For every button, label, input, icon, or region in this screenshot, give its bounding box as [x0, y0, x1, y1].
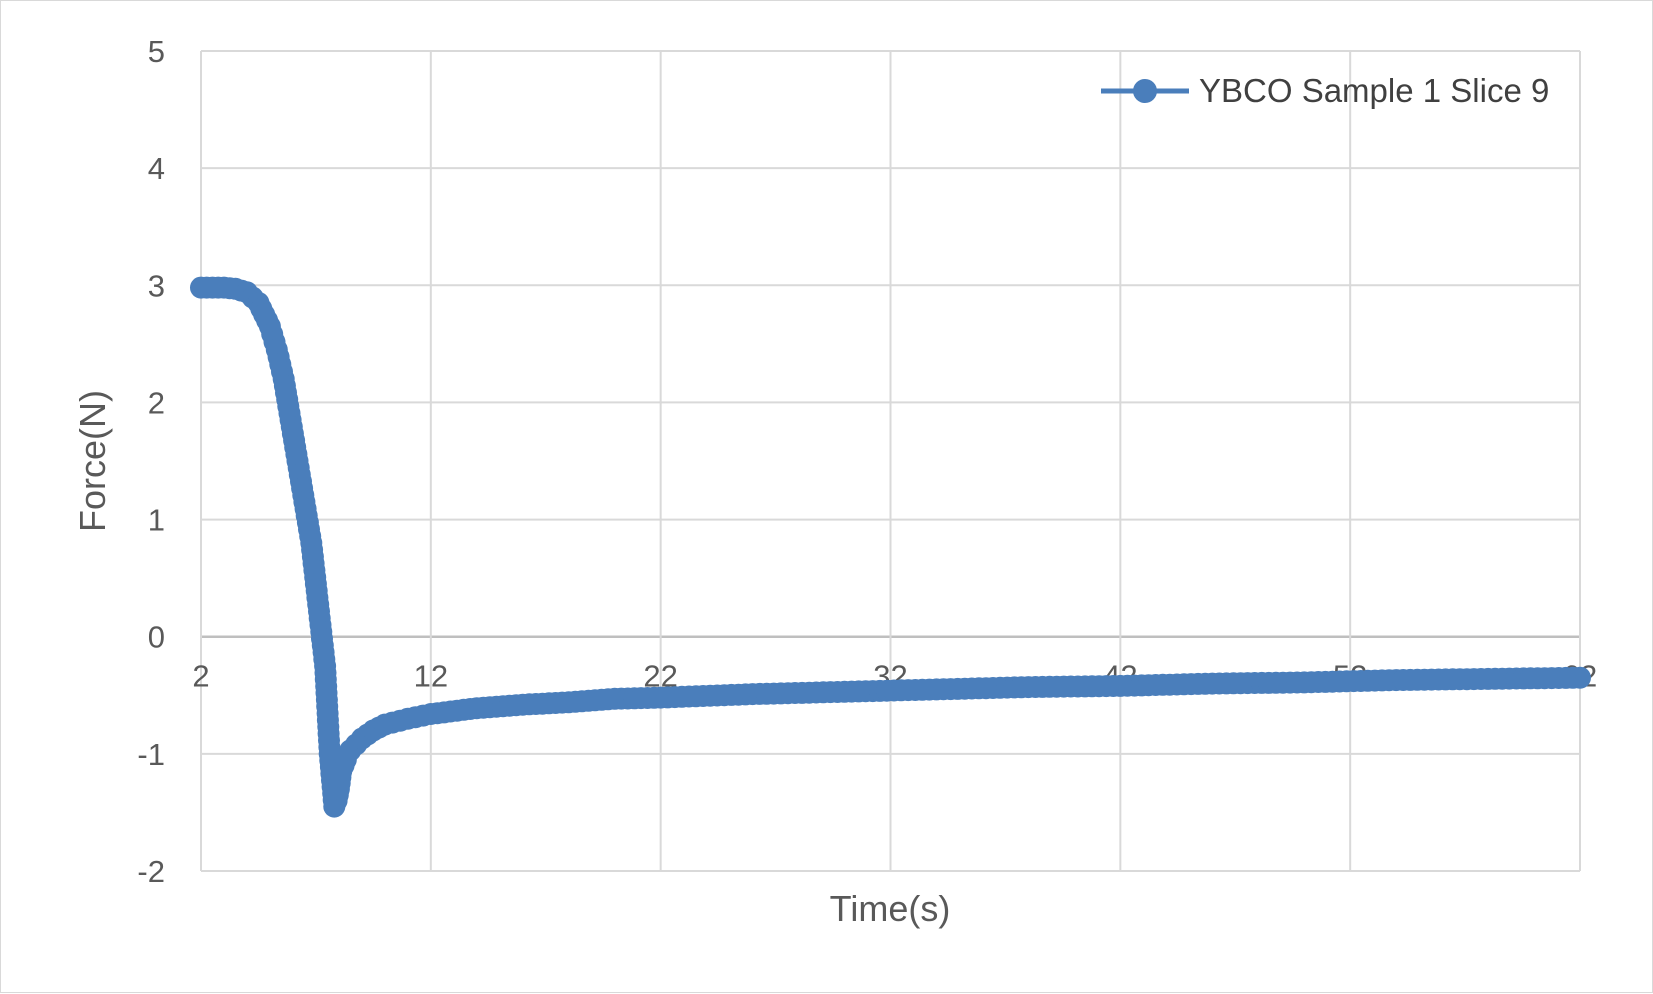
y-tick-label: 5 [148, 34, 165, 69]
y-axis-title: Force(N) [72, 390, 113, 532]
y-tick-label: -2 [137, 854, 165, 889]
y-tick-label: 1 [148, 503, 165, 538]
data-point-marker [1569, 666, 1591, 689]
legend: YBCO Sample 1 Slice 9 [1101, 72, 1549, 109]
legend-circle-marker [1133, 79, 1157, 103]
y-tick-label: 0 [148, 620, 165, 655]
legend-label-series-1: YBCO Sample 1 Slice 9 [1199, 72, 1549, 109]
y-tick-label: -1 [137, 737, 165, 772]
y-tick-label: 2 [148, 385, 165, 420]
gridlines [200, 50, 1581, 872]
series-layer [190, 276, 1591, 818]
x-tick-label: 2 [192, 659, 209, 694]
y-tick-label: 4 [148, 151, 165, 186]
y-tick-label: 3 [148, 268, 165, 303]
x-axis-title: Time(s) [830, 888, 951, 929]
x-tick-label: 12 [414, 659, 448, 694]
axes: -2-10123452122232425262 [137, 34, 1597, 889]
